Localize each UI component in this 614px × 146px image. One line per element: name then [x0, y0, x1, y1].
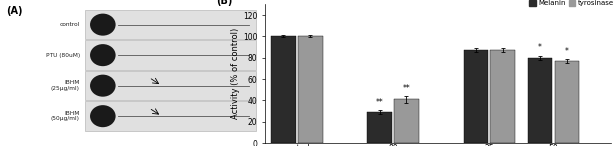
Bar: [271, 36, 295, 143]
Text: *: *: [538, 43, 542, 52]
Text: **: **: [376, 98, 384, 107]
FancyBboxPatch shape: [85, 71, 256, 100]
Bar: [527, 58, 552, 143]
Legend: Melanin, tyrosinase: Melanin, tyrosinase: [529, 0, 614, 7]
Text: control: control: [60, 22, 80, 27]
Bar: [298, 36, 322, 143]
Text: *: *: [565, 47, 569, 56]
Text: (B): (B): [216, 0, 233, 6]
Ellipse shape: [90, 75, 115, 97]
Text: (A): (A): [6, 6, 22, 16]
FancyBboxPatch shape: [85, 40, 256, 70]
Text: **: **: [403, 84, 410, 93]
Ellipse shape: [90, 14, 115, 36]
Bar: [367, 112, 392, 143]
Ellipse shape: [90, 105, 115, 127]
Bar: [394, 99, 419, 143]
Bar: [491, 50, 515, 143]
Text: IBHM
(50μg/ml): IBHM (50μg/ml): [51, 111, 80, 121]
Y-axis label: Activity (% of control): Activity (% of control): [231, 28, 240, 119]
Text: IBHM
(25μg/ml): IBHM (25μg/ml): [51, 80, 80, 91]
FancyBboxPatch shape: [85, 10, 256, 39]
Ellipse shape: [90, 44, 115, 66]
FancyBboxPatch shape: [85, 101, 256, 131]
Bar: [464, 50, 488, 143]
Bar: [554, 61, 579, 143]
Text: PTU (80uM): PTU (80uM): [45, 53, 80, 58]
